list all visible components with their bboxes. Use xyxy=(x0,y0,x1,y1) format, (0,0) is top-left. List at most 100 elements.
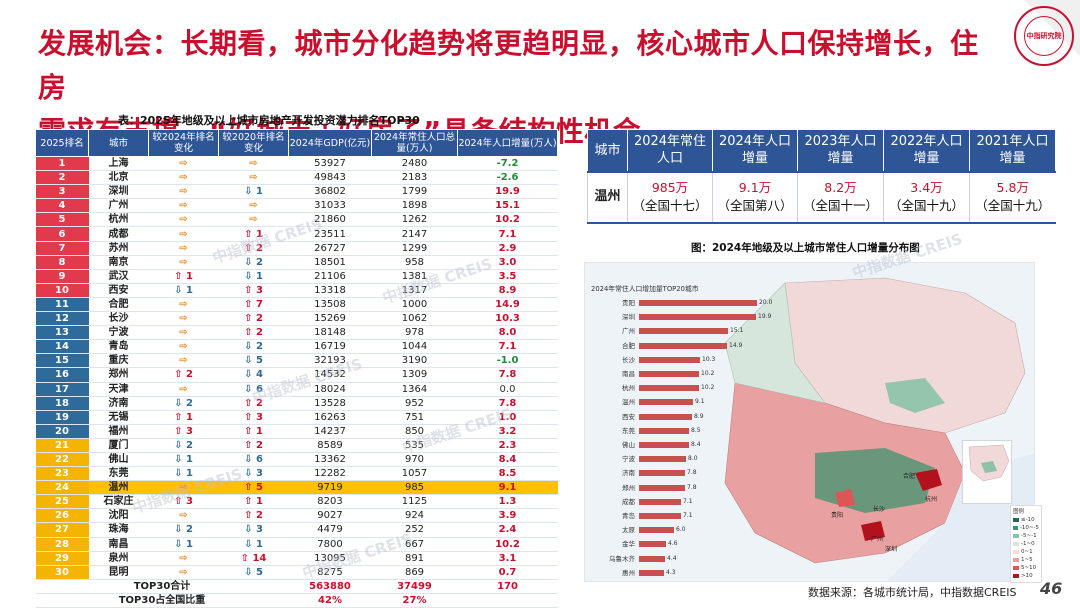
bar-city-label: 杭州 xyxy=(622,384,635,393)
bar-city-label: 惠州 xyxy=(622,568,635,577)
share-label: TOP30占全国比重 xyxy=(35,593,289,608)
change-2020-cell: ⇩ 2 xyxy=(218,255,289,270)
population-cell: 1262 xyxy=(371,212,458,228)
change-2020-cell: ⇧ 1 xyxy=(218,424,289,439)
population-cell: 978 xyxy=(371,325,458,341)
rank-cell: 26 xyxy=(35,508,89,524)
population-cell: 970 xyxy=(371,452,458,468)
bar-value-label: 14.9 xyxy=(729,341,743,349)
gdp-cell: 14237 xyxy=(288,424,372,439)
table-row: 3 深圳 ⇨ ⇩ 1 36802 1799 19.9 xyxy=(35,184,558,200)
change-2024-cell: ⇨ xyxy=(148,353,219,369)
change-2020-cell: ⇧ 3 xyxy=(218,410,289,425)
ranking-header-row: 2025排名 城市 较2024年排名变化 较2020年排名变化 2024年GDP… xyxy=(35,129,558,157)
change-2024-cell: ⇨ xyxy=(148,241,219,256)
map-red-patch-south xyxy=(861,521,885,541)
header-population: 2024年常住人口总量(万人) xyxy=(371,129,458,157)
change-2024-cell: ⇩ 1 xyxy=(148,452,219,468)
gdp-cell: 26727 xyxy=(288,241,372,256)
city-cell: 成都 xyxy=(88,226,149,242)
bar-value-label: 7.1 xyxy=(683,497,693,505)
rank-cell: 8 xyxy=(35,255,89,270)
pop-cell-note: （全国十九） xyxy=(975,198,1051,213)
city-cell: 福州 xyxy=(88,424,149,439)
change-2020-cell: ⇩ 4 xyxy=(218,367,289,383)
rank-cell: 7 xyxy=(35,241,89,256)
bar-city-label: 青岛 xyxy=(622,512,635,520)
bar-row: 杭州 10.2 xyxy=(599,382,779,394)
population-cell: 1799 xyxy=(371,184,458,200)
increase-cell: 2.4 xyxy=(457,522,558,538)
map-label: 广州 xyxy=(871,535,883,543)
gdp-cell: 4479 xyxy=(288,522,372,538)
population-cell: 1057 xyxy=(371,466,458,482)
map-legend: 图例 ≤-10 -10~-5 -5~-1 -1~0 0~1 1~5 5~10 >10 xyxy=(1010,505,1042,583)
bar xyxy=(639,513,681,519)
bar-city-label: 南昌 xyxy=(622,370,635,378)
bar-city-label: 太原 xyxy=(622,526,635,535)
city-cell: 重庆 xyxy=(88,353,149,369)
gdp-cell: 7800 xyxy=(288,537,372,552)
increase-cell: 10.2 xyxy=(457,212,558,228)
increase-cell: -2.6 xyxy=(457,170,558,186)
change-2020-cell: ⇧ 2 xyxy=(218,241,289,256)
bar-row: 南昌 10.2 xyxy=(599,368,779,380)
table-row: 21 厦门 ⇩ 2 ⇧ 2 8589 535 2.3 xyxy=(35,438,558,453)
change-2024-cell: ⇧ 3 xyxy=(148,494,219,510)
bar-value-label: 7.1 xyxy=(683,512,693,519)
bar-city-label: 宁波 xyxy=(622,455,635,464)
gdp-cell: 21860 xyxy=(288,212,372,228)
rank-cell: 6 xyxy=(35,226,89,242)
pop-header-2021-inc: 2021年人口增量 xyxy=(969,129,1056,172)
bar xyxy=(639,342,727,349)
sum-population: 37499 xyxy=(371,579,458,594)
table-row: 14 青岛 ⇨ ⇩ 2 16719 1044 7.1 xyxy=(35,339,558,355)
population-cell: 667 xyxy=(371,537,458,552)
change-2024-cell: ⇨ xyxy=(148,198,219,214)
gdp-cell: 49843 xyxy=(288,170,372,186)
change-2020-cell: ⇧ 2 xyxy=(218,438,289,453)
population-cell: 1364 xyxy=(371,382,458,397)
gdp-cell: 15269 xyxy=(288,311,372,327)
population-cell: 2183 xyxy=(371,170,458,186)
rank-cell: 16 xyxy=(35,367,89,383)
change-2020-cell: ⇧ 2 xyxy=(218,325,289,341)
map-caption: 图：2024年地级及以上城市常住人口增量分布图 xyxy=(691,242,920,254)
population-cell: 985 xyxy=(371,480,458,496)
bar-value-label: 8.0 xyxy=(688,455,698,463)
page-number: 46 xyxy=(1040,579,1063,598)
bar-row: 佛山 8.4 xyxy=(599,439,779,451)
pop-header-row: 城市 2024年常住人口 2024年人口增量 2023年人口增量 2022年人口… xyxy=(587,129,1056,172)
table-row: 7 苏州 ⇨ ⇧ 2 26727 1299 2.9 xyxy=(35,241,558,256)
city-cell: 无锡 xyxy=(88,410,149,425)
population-cell: 535 xyxy=(371,438,458,453)
map-label: 深圳 xyxy=(885,545,897,553)
wenzhou-population-table: 城市 2024年常住人口 2024年人口增量 2023年人口增量 2022年人口… xyxy=(587,129,1056,224)
increase-cell: 3.2 xyxy=(457,424,558,439)
table-row: 12 长沙 ⇨ ⇧ 2 15269 1062 10.3 xyxy=(35,311,558,327)
bar-city-label: 佛山 xyxy=(622,441,635,449)
rank-cell: 17 xyxy=(35,382,89,397)
bar xyxy=(639,356,700,363)
gdp-cell: 23511 xyxy=(288,226,372,242)
increase-cell: 0.7 xyxy=(457,565,558,580)
change-2024-cell: ⇧ 2 xyxy=(148,367,219,383)
population-cell: 3190 xyxy=(371,353,458,369)
pop-header-2022-inc: 2022年人口增量 xyxy=(883,129,970,172)
bar xyxy=(639,470,685,477)
change-2024-cell: ⇨ xyxy=(148,170,219,186)
pop-cell-note: （全国第八） xyxy=(717,198,793,213)
city-cell: 长沙 xyxy=(88,311,149,327)
population-cell: 2480 xyxy=(371,156,458,172)
bar-row: 郑州 7.8 xyxy=(599,482,779,494)
city-cell: 北京 xyxy=(88,170,149,186)
change-2020-cell: ⇨ xyxy=(218,198,289,214)
city-cell: 石家庄 xyxy=(88,494,149,510)
population-cell: 2147 xyxy=(371,226,458,242)
gdp-cell: 18148 xyxy=(288,325,372,341)
gdp-cell: 8589 xyxy=(288,438,372,453)
legend-swatch xyxy=(1013,566,1019,570)
legend-swatch xyxy=(1013,534,1019,538)
change-2024-cell: ⇧ 3 xyxy=(148,424,219,439)
change-2024-cell: ⇨ xyxy=(148,339,219,355)
